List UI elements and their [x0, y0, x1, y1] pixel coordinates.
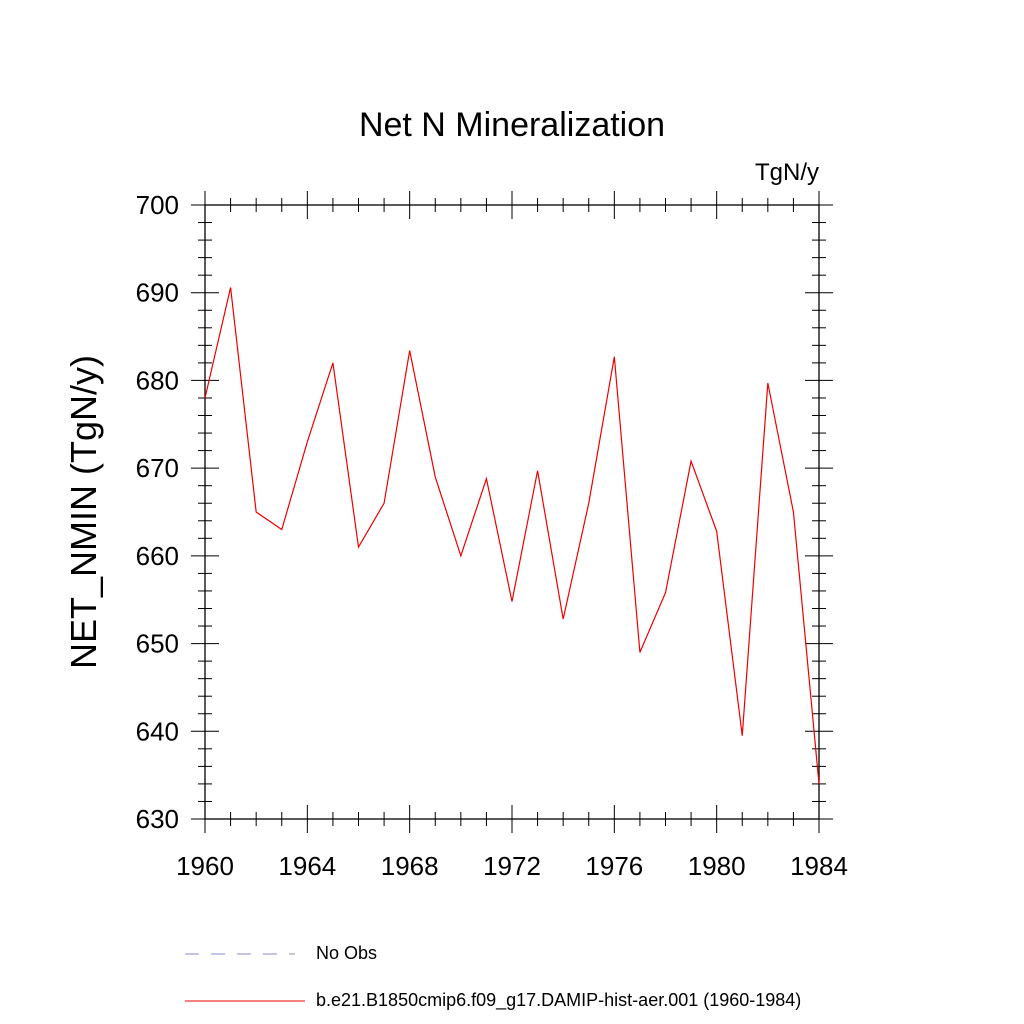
units-label: TgN/y — [755, 159, 819, 186]
y-tick-label: 700 — [136, 190, 179, 220]
y-tick-label: 680 — [136, 365, 179, 395]
legend-label: b.e21.B1850cmip6.f09_g17.DAMIP-hist-aer.… — [316, 990, 801, 1011]
y-axis-label: NET_NMIN (TgN/y) — [63, 355, 104, 669]
x-tick-label: 1972 — [483, 851, 541, 881]
plot-frame — [204, 204, 820, 820]
y-tick-label: 660 — [136, 541, 179, 571]
x-tick-label: 1960 — [176, 851, 234, 881]
series-line-1 — [204, 287, 820, 784]
y-tick-label: 640 — [136, 716, 179, 746]
x-tick-label: 1964 — [278, 851, 336, 881]
x-tick-label: 1980 — [688, 851, 746, 881]
axis-ticks — [191, 191, 833, 833]
y-tick-label: 670 — [136, 453, 179, 483]
legend-label: No Obs — [316, 943, 377, 963]
y-tick-label: 650 — [136, 629, 179, 659]
series-lines — [204, 287, 820, 784]
y-tick-label: 630 — [136, 804, 179, 834]
chart-title: Net N Mineralization — [359, 106, 665, 144]
x-tick-label: 1976 — [585, 851, 643, 881]
y-tick-label: 690 — [136, 278, 179, 308]
legend: No Obs b.e21.B1850cmip6.f09_g17.DAMIP-his… — [185, 943, 801, 1011]
axis-tick-labels: 1960 1964 1968 1972 1976 1980 1984 630 640 650 660… — [136, 190, 848, 881]
x-tick-label: 1968 — [381, 851, 439, 881]
x-tick-label: 1984 — [790, 851, 848, 881]
